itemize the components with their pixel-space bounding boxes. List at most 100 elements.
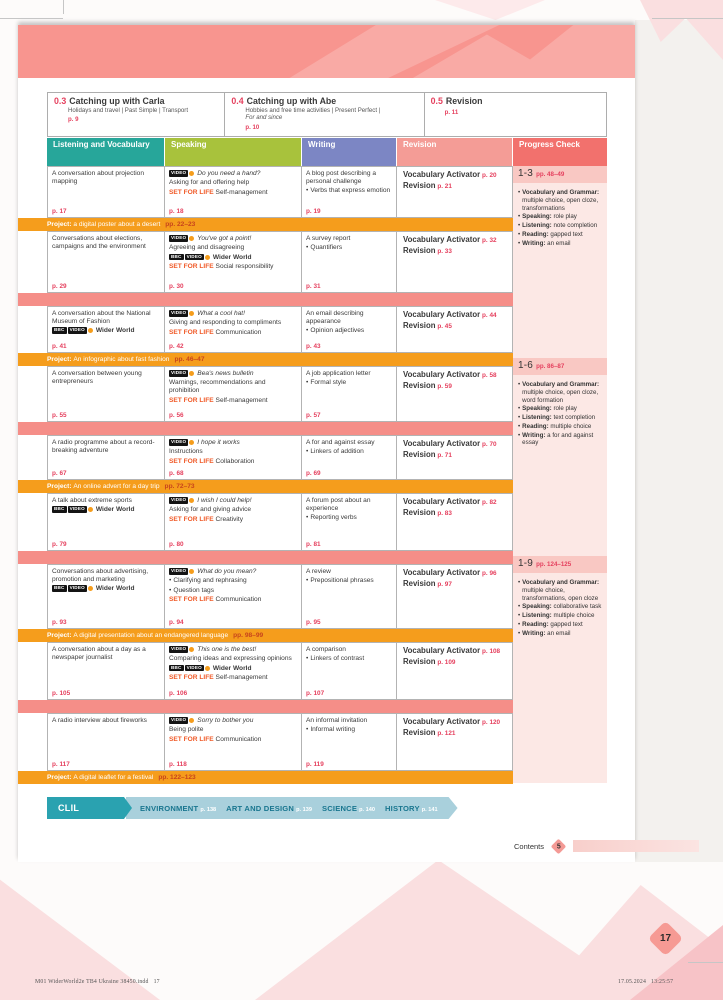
writing-cell: An informal invitation Informal writing p.… bbox=[302, 714, 397, 770]
writing-task: A blog post describing a personal challe… bbox=[306, 170, 377, 185]
progress-item-text-wrap: Writing: an email bbox=[522, 630, 570, 638]
table-row: A talk about extreme sports BBC VIDEO Wider… bbox=[47, 493, 513, 551]
table-row: A conversation between young entrepreneu… bbox=[47, 366, 513, 422]
clil-subject-label: ART AND DESIGN bbox=[226, 803, 295, 813]
progress-item-text: multiple choice, open cloze, word format… bbox=[522, 388, 599, 404]
video-badge-icon: VIDEO bbox=[169, 717, 195, 724]
speaking-cell: VIDEO This one is the best! Comparing idea… bbox=[165, 643, 302, 699]
video-title: What a cool hat! bbox=[197, 310, 245, 318]
vocabulary-activator-label: Vocabulary Activator bbox=[403, 439, 481, 448]
set-for-life-skill: Social responsibility bbox=[215, 263, 274, 271]
listening-cell: A conversation about projection mapping p… bbox=[48, 167, 165, 217]
page-ref: p. 41 bbox=[52, 343, 67, 350]
video-title: What do you mean? bbox=[197, 568, 257, 576]
vocabulary-activator-line: Vocabulary Activator p. 108 bbox=[403, 646, 508, 656]
page-ref: p. 29 bbox=[52, 283, 67, 290]
unit-page-ref: p. 9 bbox=[68, 116, 79, 124]
unit-subtitle: Holidays and travel | Past Simple | Tran… bbox=[68, 106, 189, 114]
revision-label: Revision bbox=[403, 181, 436, 191]
set-for-life-label: SET FOR LIFE bbox=[169, 328, 214, 336]
writing-cell: A blog post describing a personal challe… bbox=[302, 167, 397, 217]
project-label: Project: bbox=[47, 356, 72, 363]
progress-section-body: Vocabulary and Grammar: multiple choice,… bbox=[513, 375, 607, 447]
project-label: Project: bbox=[47, 632, 72, 639]
writing-focus: Verbs that express emotion bbox=[306, 187, 392, 195]
progress-item-text: collaborative task bbox=[553, 603, 602, 611]
progress-item: Vocabulary and Grammar: multiple choice,… bbox=[518, 189, 604, 212]
video-title-line: VIDEO I wish I could help! bbox=[169, 497, 297, 505]
progress-item-text-wrap: Reading: gapped text bbox=[522, 231, 583, 239]
page-ref: p. 43 bbox=[306, 343, 321, 350]
progress-item: Speaking: role play bbox=[518, 213, 604, 221]
video-badge-label: VIDEO bbox=[169, 497, 189, 504]
project-pages: pp. 22–23 bbox=[165, 221, 196, 228]
speaking-cell: VIDEO I hope it works Instructions SET FOR … bbox=[165, 436, 302, 479]
progress-item-label: Speaking: bbox=[522, 603, 552, 611]
revision-cell: Vocabulary Activator p. 108 Revision p. 1… bbox=[397, 643, 512, 699]
video-badge-icon: VIDEO bbox=[169, 439, 195, 446]
set-for-life-line: SET FOR LIFE Communication bbox=[169, 596, 297, 604]
video-title-line: VIDEO What do you mean? bbox=[169, 568, 297, 576]
unit-header-cell: 0.5 Revision p. 11 bbox=[425, 93, 606, 136]
progress-item: Writing: an email bbox=[518, 240, 604, 248]
unit-title: Catching up with Abe bbox=[246, 96, 337, 106]
progress-item: Writing: a for and against essay bbox=[518, 432, 604, 448]
speaking-function-bullet: Question tags bbox=[169, 587, 297, 595]
vocabulary-activator-line: Vocabulary Activator p. 82 bbox=[403, 497, 508, 507]
clil-strip: ENVIRONMENT p. 138 ART AND DESIGN p. 139 SCI… bbox=[126, 797, 458, 819]
clil-subject-label: SCIENCE bbox=[321, 803, 358, 813]
listening-cell: A radio interview about fireworks p. 117 bbox=[48, 714, 165, 770]
play-icon bbox=[189, 370, 195, 376]
progress-item-label: Reading: bbox=[522, 422, 549, 430]
video-badge-label: VIDEO bbox=[67, 585, 87, 592]
clil-page-ref: p. 141 bbox=[421, 806, 438, 813]
wider-world-label: Wider World bbox=[95, 506, 135, 514]
video-title: Bea's news bulletin bbox=[197, 370, 254, 378]
progress-item: Listening: text completion bbox=[518, 414, 604, 422]
set-for-life-label: SET FOR LIFE bbox=[169, 674, 214, 682]
listening-cell: Conversations about advertising, promoti… bbox=[48, 565, 165, 628]
video-title: Sorry to bother you bbox=[197, 717, 254, 725]
contents-page-number: 5 bbox=[556, 842, 561, 850]
progress-item-text: multiple choice bbox=[550, 422, 592, 430]
progress-section-header: 1-6 pp. 86–87 bbox=[513, 358, 607, 375]
set-for-life-line: SET FOR LIFE Creativity bbox=[169, 516, 297, 524]
progress-item-text: gapped text bbox=[550, 230, 583, 238]
progress-item-label: Listening: bbox=[522, 414, 552, 421]
progress-item-label: Writing: bbox=[522, 239, 546, 247]
video-title-line: VIDEO Sorry to bother you bbox=[169, 717, 297, 725]
writing-task: An email describing appearance bbox=[306, 310, 364, 325]
book-page: 0.3 Catching up with Carla Holidays and tr… bbox=[18, 25, 700, 862]
unit-title-line: 0.3 Catching up with Carla bbox=[54, 96, 218, 107]
bbc-badge-label: BBC bbox=[52, 506, 67, 513]
play-icon bbox=[189, 568, 195, 574]
set-for-life-line: SET FOR LIFE Social responsibility bbox=[169, 263, 297, 271]
header-banner bbox=[18, 25, 635, 78]
page-ref: p. 119 bbox=[306, 761, 324, 768]
video-title-line: VIDEO Do you need a hand? bbox=[169, 170, 297, 178]
page-ref: p. 109 bbox=[437, 659, 456, 667]
progress-item-label: Vocabulary and Grammar: bbox=[522, 189, 600, 196]
video-badge-label: VIDEO bbox=[184, 253, 204, 261]
page-ref: p. 69 bbox=[306, 470, 321, 477]
progress-item-text-wrap: Reading: gapped text bbox=[522, 621, 583, 629]
unit-header-cell: 0.3 Catching up with Carla Holidays and tr… bbox=[48, 93, 226, 136]
listening-cell: A conversation about the National Museum… bbox=[48, 307, 165, 352]
crop-mark bbox=[688, 962, 723, 963]
background-right-panel bbox=[635, 20, 723, 862]
table-row: Conversations about elections, campaigns… bbox=[47, 231, 513, 293]
page-ref: p. 67 bbox=[52, 470, 67, 477]
revision-label: Revision bbox=[403, 728, 436, 738]
speaking-function: Comparing ideas and expressing opinions bbox=[169, 655, 292, 663]
video-badge-label: VIDEO bbox=[169, 439, 189, 446]
clil-page-ref: p. 138 bbox=[200, 806, 217, 813]
progress-item-label: Reading: bbox=[522, 620, 549, 628]
contents-footer: Contents 5 bbox=[514, 838, 700, 854]
set-for-life-line: SET FOR LIFE Self-management bbox=[169, 189, 297, 197]
project-label: Project: bbox=[47, 774, 72, 781]
page-ref: p. 18 bbox=[169, 208, 184, 215]
page-ref: p. 94 bbox=[169, 619, 184, 626]
unit-title-line: 0.5 Revision bbox=[431, 96, 600, 107]
speaking-cell: VIDEO What a cool hat! Giving and respondi… bbox=[165, 307, 302, 352]
bbc-video-badge-icon: BBC VIDEO bbox=[169, 253, 210, 261]
